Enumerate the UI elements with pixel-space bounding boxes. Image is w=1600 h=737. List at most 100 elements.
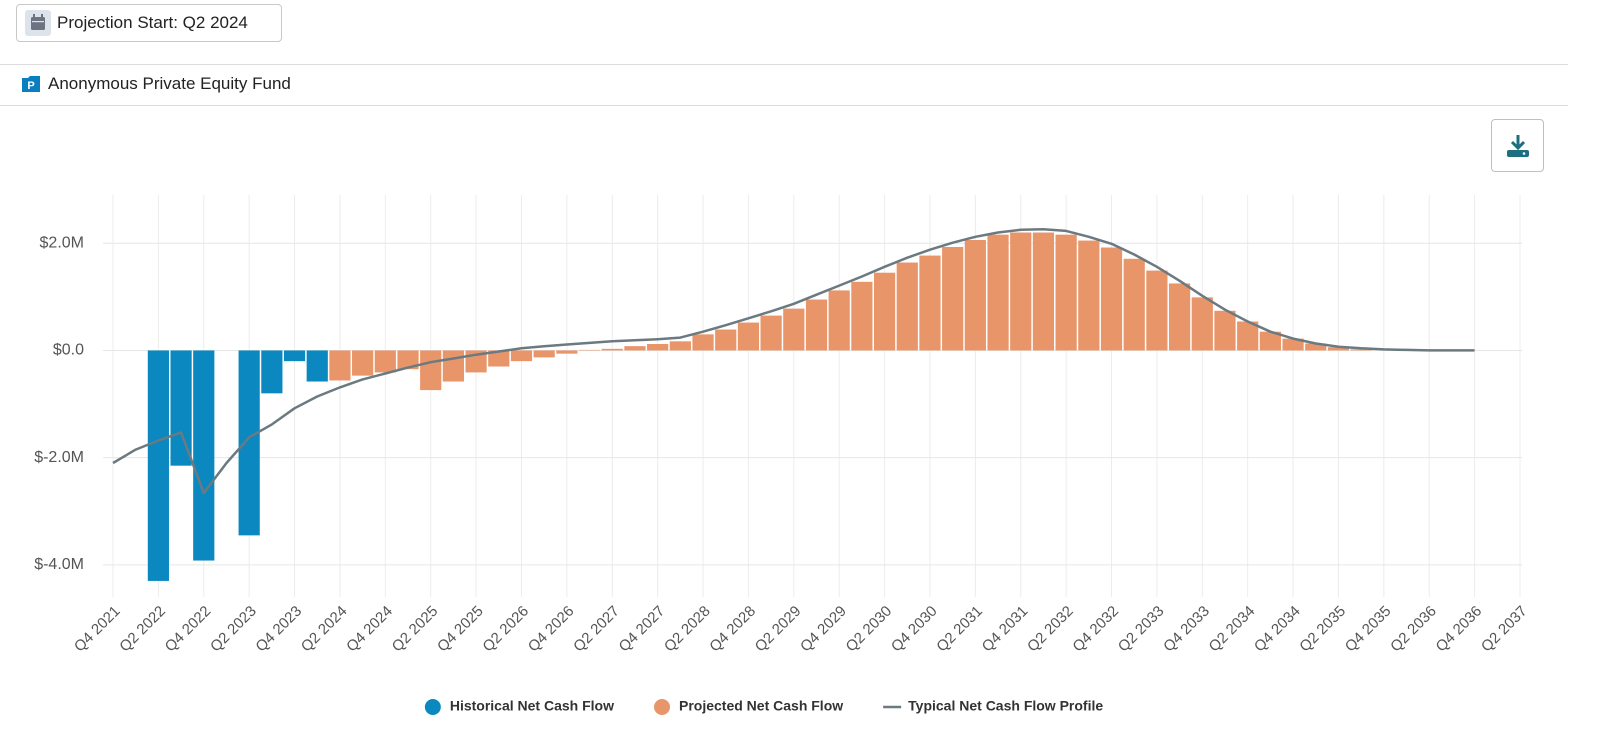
- bar: [896, 262, 918, 351]
- divider: [0, 64, 1568, 65]
- bar: [1191, 297, 1213, 351]
- x-tick-label: Q4 2027: [616, 603, 669, 656]
- x-tick-label: Q4 2030: [888, 603, 941, 656]
- legend-item[interactable]: Projected Net Cash Flow: [653, 698, 843, 715]
- bar: [556, 350, 578, 354]
- bar: [533, 350, 555, 358]
- legend-label: Typical Net Cash Flow Profile: [908, 698, 1103, 714]
- x-tick-label: Q4 2024: [343, 603, 396, 656]
- bar: [488, 350, 510, 367]
- x-tick-label: Q2 2028: [661, 603, 714, 656]
- bar: [760, 315, 782, 351]
- x-tick-label: Q4 2036: [1433, 603, 1486, 656]
- bar: [147, 350, 169, 581]
- x-tick-label: Q4 2026: [525, 603, 578, 656]
- x-tick-label: Q2 2024: [298, 603, 351, 656]
- legend: Historical Net Cash Flow Projected Net Ca…: [424, 698, 1103, 715]
- x-tick-label: Q4 2023: [252, 603, 305, 656]
- x-tick-label: Q2 2022: [116, 603, 169, 656]
- x-tick-label: Q2 2029: [752, 603, 805, 656]
- x-tick-label: Q2 2023: [207, 603, 260, 656]
- svg-text:P: P: [27, 80, 34, 92]
- bar: [283, 350, 306, 362]
- bar: [261, 350, 283, 394]
- legend-marker: [653, 699, 670, 715]
- bar: [1078, 240, 1100, 351]
- bar: [1032, 232, 1055, 351]
- x-tick-label: Q4 2033: [1160, 603, 1213, 656]
- bar: [1237, 321, 1259, 351]
- bar: [374, 350, 396, 373]
- x-tick-label: Q2 2033: [1115, 603, 1168, 656]
- x-tick-label: Q2 2036: [1387, 603, 1440, 656]
- bar: [1214, 310, 1236, 351]
- legend-label: Projected Net Cash Flow: [679, 698, 843, 714]
- bar: [420, 350, 442, 391]
- x-tick-label: Q2 2030: [843, 603, 896, 656]
- bar: [851, 281, 873, 351]
- x-tick-label: Q2 2034: [1206, 603, 1259, 656]
- bar: [942, 246, 964, 351]
- bar: [1305, 343, 1327, 351]
- bar: [352, 350, 374, 376]
- bar: [1100, 247, 1123, 351]
- x-tick-label: Q2 2031: [933, 603, 986, 656]
- bar: [873, 272, 896, 351]
- bar: [1169, 283, 1191, 351]
- x-tick-label: Q2 2026: [479, 603, 532, 656]
- y-tick-label: $0.0: [53, 342, 84, 359]
- bar: [737, 322, 760, 351]
- x-tick-label: Q4 2035: [1342, 603, 1395, 656]
- bar: [692, 334, 714, 351]
- bar: [919, 255, 941, 351]
- fund-name: Anonymous Private Equity Fund: [48, 74, 291, 93]
- bar: [624, 346, 646, 351]
- x-tick-label: Q2 2025: [389, 603, 442, 656]
- projection-start-button[interactable]: Projection Start: Q2 2024: [16, 4, 282, 42]
- projection-start-label: Projection Start: Q2 2024: [57, 13, 248, 32]
- y-tick-label: $-2.0M: [34, 449, 84, 466]
- bar: [964, 240, 986, 351]
- bar: [306, 350, 328, 382]
- x-tick-label: Q4 2031: [979, 603, 1032, 656]
- calendar-icon: [25, 10, 51, 36]
- x-tick-label: Q2 2037: [1478, 603, 1531, 656]
- line: [112, 228, 1475, 495]
- download-button[interactable]: [1491, 119, 1544, 172]
- x-tick-label: Q4 2028: [706, 603, 759, 656]
- x-tick-label: Q4 2032: [1069, 603, 1122, 656]
- bar: [647, 344, 669, 351]
- bar: [238, 350, 260, 536]
- x-tick-label: Q4 2021: [71, 603, 124, 656]
- bar: [510, 350, 533, 362]
- bar: [1282, 338, 1304, 351]
- legend-item[interactable]: Historical Net Cash Flow: [424, 698, 614, 715]
- bar: [783, 308, 805, 351]
- legend-item[interactable]: Typical Net Cash Flow Profile: [883, 698, 1103, 714]
- grid: [103, 195, 1522, 597]
- download-icon: [1506, 134, 1529, 157]
- bar: [1146, 270, 1168, 351]
- x-tick-label: Q2 2027: [570, 603, 623, 656]
- bar: [669, 341, 691, 351]
- bar: [397, 350, 419, 370]
- bar: [828, 290, 850, 351]
- bar: [1055, 234, 1077, 351]
- bar: [193, 350, 215, 561]
- bar: [329, 350, 351, 381]
- fund-header: P Anonymous Private Equity Fund: [22, 74, 291, 94]
- x-tick-label: Q4 2025: [434, 603, 487, 656]
- bar: [170, 350, 192, 466]
- x-tick-label: Q4 2029: [797, 603, 850, 656]
- legend-marker: [424, 699, 441, 715]
- divider: [0, 105, 1568, 106]
- bar: [1327, 347, 1350, 351]
- y-tick-label: $2.0M: [40, 234, 84, 251]
- bar: [1123, 258, 1145, 351]
- bar: [442, 350, 464, 382]
- bar: [715, 329, 737, 351]
- legend-label: Historical Net Cash Flow: [450, 698, 614, 714]
- bar: [987, 234, 1009, 351]
